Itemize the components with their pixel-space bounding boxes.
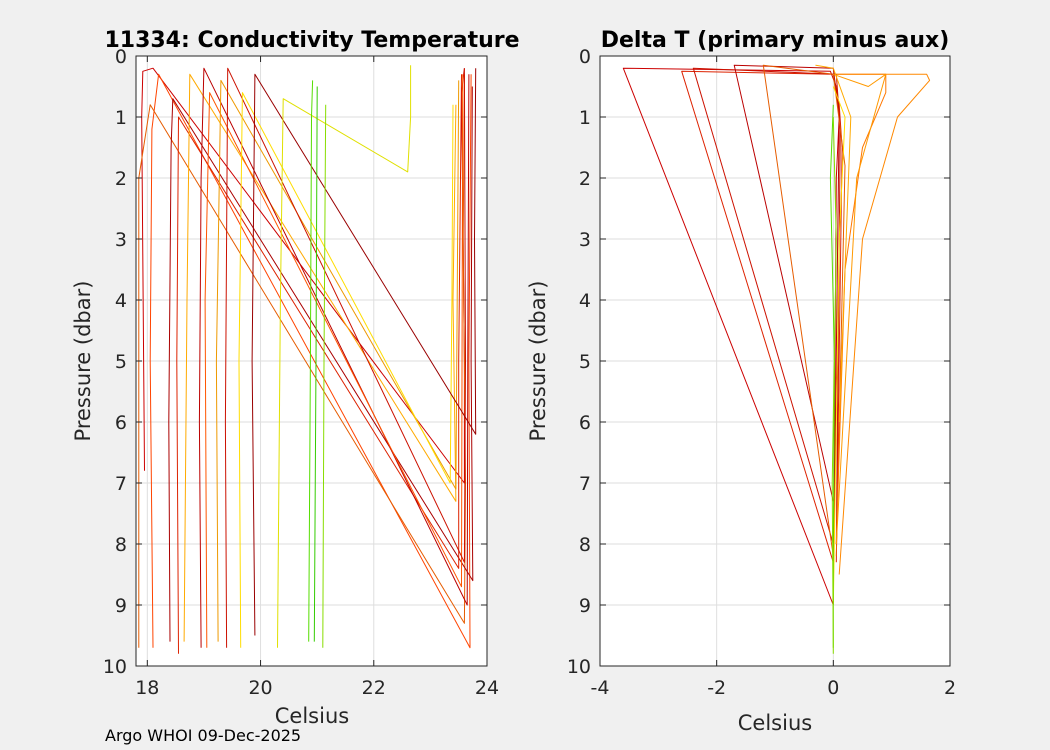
x-tick-label: 20 [248, 677, 272, 699]
conductivity-temperature-plot: 18 20 22 24 0 1 2 3 4 5 6 7 8 9 10 11334: Conductivity… [71, 28, 520, 728]
y-tick-label: 2 [115, 168, 127, 190]
series-line-profile-9 [215, 79, 460, 642]
x-tick-label: -2 [707, 677, 726, 699]
x-tick-label: 2 [944, 677, 956, 699]
y-axis-label-right: Pressure (dbar) [526, 281, 550, 442]
y-tick-label: 7 [115, 473, 127, 495]
series-line-profile-6 [183, 73, 457, 642]
series-line-profile-4 [168, 86, 474, 642]
y-tick-label: 6 [579, 412, 591, 434]
y-tick-label: 1 [579, 107, 591, 129]
y-tick-label: 3 [115, 229, 127, 251]
y-tick-label: 4 [579, 290, 591, 312]
y-axis-label-left: Pressure (dbar) [71, 281, 95, 442]
x-tick-label: -4 [591, 677, 610, 699]
series-line-profile-1 [141, 67, 465, 484]
series-line-profile-10 [224, 67, 466, 648]
series-line-profile-7 [198, 67, 470, 648]
series-line-profile-15 [313, 86, 318, 642]
series-line-delta-1 [622, 67, 840, 606]
y-tick-label: 10 [103, 656, 127, 678]
delta-t-plot: -4 -2 0 2 0 1 2 3 4 5 6 7 8 9 10 Delta T (primary minu… [526, 28, 956, 735]
chart-title-left: 11334: Conductivity Temperature [104, 28, 519, 53]
series-line-profile-16 [322, 104, 327, 648]
x-tick-label: 22 [362, 677, 386, 699]
series-line-delta-9 [815, 64, 852, 423]
series-line-profile-5 [176, 74, 462, 654]
series-line-profile-11 [238, 92, 454, 648]
series-line-profile-8 [204, 74, 464, 648]
y-tick-label: 0 [115, 46, 127, 68]
y-tick-label: 2 [579, 168, 591, 190]
series-line-profile-2 [149, 73, 472, 649]
x-axis-label-right: Celsius [738, 711, 812, 735]
y-tick-label: 9 [115, 595, 127, 617]
y-tick-label: 8 [579, 534, 591, 556]
series-line-delta-7 [836, 73, 931, 575]
y-tick-label: 7 [579, 473, 591, 495]
x-tick-label: 24 [475, 677, 499, 699]
series-line-profile-14 [308, 80, 314, 642]
y-tick-label: 0 [579, 46, 591, 68]
series-line-delta-8 [833, 73, 887, 545]
series-line-profile-13 [277, 65, 412, 648]
y-tick-label: 6 [115, 412, 127, 434]
y-tick-label: 1 [115, 107, 127, 129]
y-tick-label: 4 [115, 290, 127, 312]
x-tick-label: 18 [135, 677, 159, 699]
series-line-delta-10 [832, 86, 846, 606]
y-tick-label: 9 [579, 595, 591, 617]
y-tick-label: 10 [567, 656, 591, 678]
x-tick-label: 0 [827, 677, 839, 699]
series-line-profile-12 [251, 68, 477, 636]
footer-credit: Argo WHOI 09-Dec-2025 [105, 726, 301, 745]
y-tick-label: 3 [579, 229, 591, 251]
ticks-left: 18 20 22 24 0 1 2 3 4 5 6 7 8 9 10 [103, 46, 499, 699]
y-tick-label: 8 [115, 534, 127, 556]
series-line-delta-12 [831, 116, 837, 654]
chart-title-right: Delta T (primary minus aux) [601, 28, 950, 53]
series-right [622, 64, 931, 654]
x-axis-label-left: Celsius [275, 704, 349, 728]
ticks-right: -4 -2 0 2 0 1 2 3 4 5 6 7 8 9 10 [567, 46, 956, 699]
y-tick-label: 5 [579, 351, 591, 373]
y-tick-label: 5 [115, 351, 127, 373]
